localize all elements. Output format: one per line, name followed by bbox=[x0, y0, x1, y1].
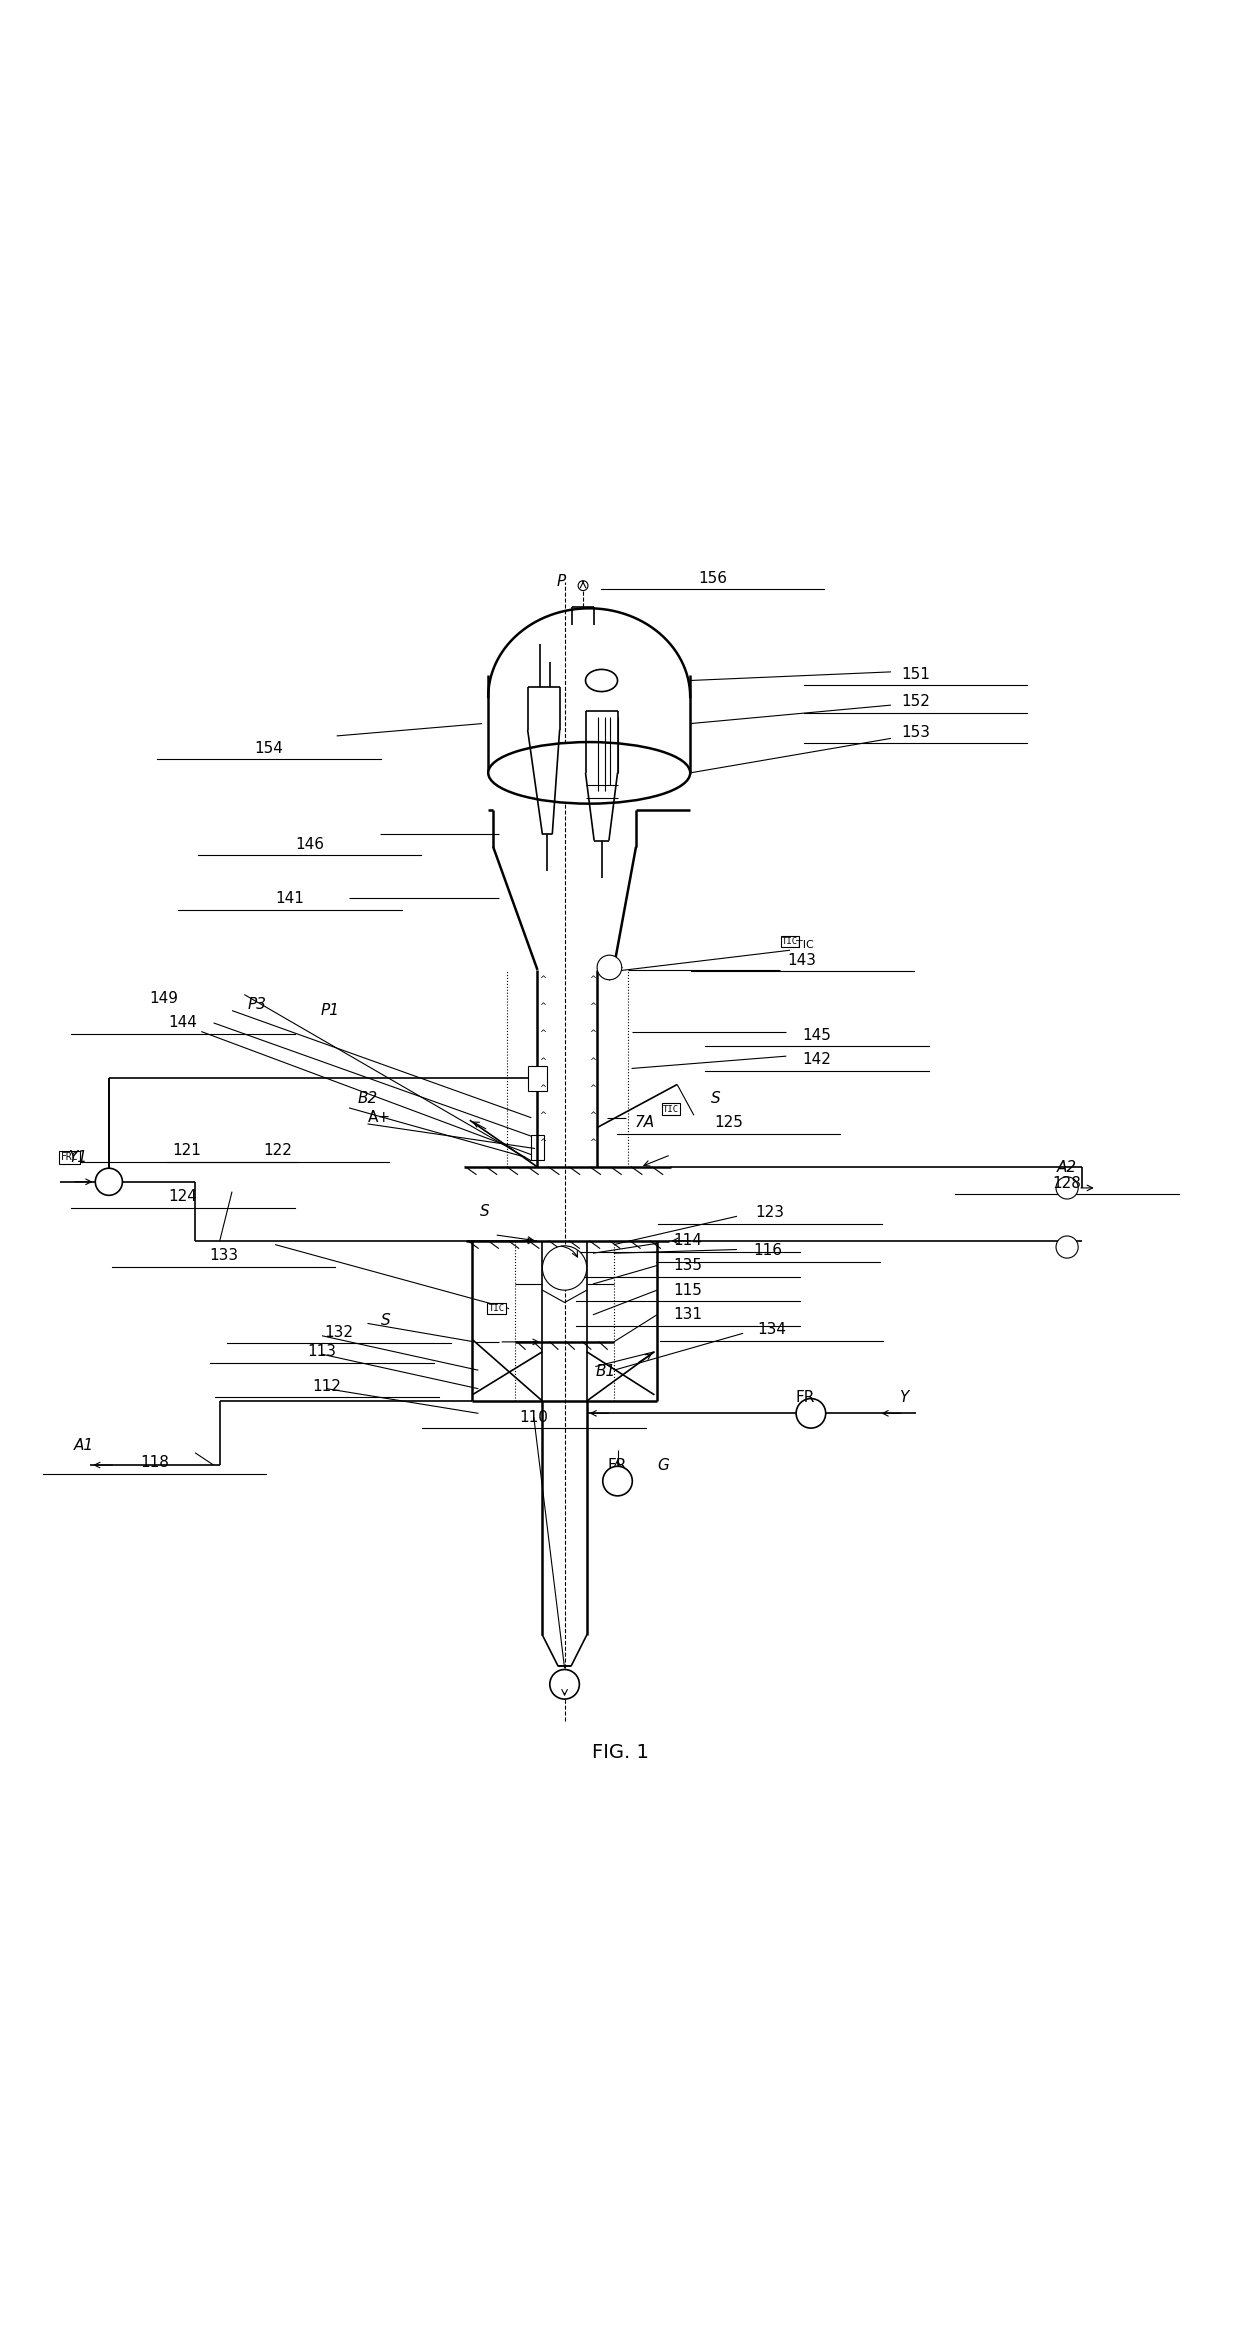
Circle shape bbox=[95, 1169, 123, 1195]
Text: A+: A+ bbox=[368, 1111, 392, 1125]
Text: 131: 131 bbox=[673, 1307, 702, 1323]
Text: ^: ^ bbox=[589, 1029, 595, 1039]
Text: G: G bbox=[657, 1456, 670, 1473]
Text: ^: ^ bbox=[539, 1001, 546, 1011]
Text: 114: 114 bbox=[673, 1232, 702, 1249]
Text: 123: 123 bbox=[755, 1204, 785, 1221]
Circle shape bbox=[578, 581, 588, 591]
Text: A1: A1 bbox=[74, 1438, 94, 1452]
Text: ^: ^ bbox=[539, 976, 546, 985]
Text: S: S bbox=[381, 1314, 391, 1328]
Text: 156: 156 bbox=[698, 572, 727, 586]
Circle shape bbox=[603, 1466, 632, 1496]
Text: ^: ^ bbox=[589, 1083, 595, 1092]
Text: 121: 121 bbox=[172, 1144, 201, 1158]
Text: ^: ^ bbox=[589, 976, 595, 985]
Text: TIC: TIC bbox=[489, 1305, 505, 1314]
Text: 142: 142 bbox=[802, 1053, 832, 1067]
Text: 143: 143 bbox=[787, 952, 817, 969]
Text: ^: ^ bbox=[539, 1111, 546, 1120]
Text: FR: FR bbox=[795, 1389, 815, 1405]
Text: 124: 124 bbox=[169, 1188, 197, 1204]
Text: 152: 152 bbox=[901, 693, 930, 710]
Text: 113: 113 bbox=[308, 1344, 336, 1358]
Text: P3: P3 bbox=[247, 997, 267, 1013]
Circle shape bbox=[796, 1398, 826, 1428]
Text: ^: ^ bbox=[539, 1029, 546, 1039]
Text: 133: 133 bbox=[208, 1249, 238, 1263]
Text: 116: 116 bbox=[753, 1244, 782, 1258]
Text: 112: 112 bbox=[312, 1379, 341, 1393]
Text: 145: 145 bbox=[802, 1027, 832, 1043]
Text: ^: ^ bbox=[539, 1083, 546, 1092]
Text: 146: 146 bbox=[295, 838, 324, 852]
Text: 153: 153 bbox=[901, 726, 930, 740]
Text: 154: 154 bbox=[254, 740, 284, 756]
Text: ^: ^ bbox=[539, 1057, 546, 1067]
Text: ^: ^ bbox=[539, 1139, 546, 1146]
Text: 141: 141 bbox=[275, 892, 304, 906]
Text: 110: 110 bbox=[520, 1410, 548, 1424]
Circle shape bbox=[598, 955, 621, 980]
Circle shape bbox=[549, 1669, 579, 1699]
Text: 122: 122 bbox=[263, 1144, 293, 1158]
Text: FIG. 1: FIG. 1 bbox=[591, 1743, 649, 1762]
Text: TIC: TIC bbox=[796, 941, 813, 950]
Text: P1: P1 bbox=[321, 1004, 340, 1018]
Circle shape bbox=[1056, 1176, 1079, 1200]
Text: TIC: TIC bbox=[782, 938, 799, 945]
Ellipse shape bbox=[489, 742, 691, 803]
Text: ^: ^ bbox=[589, 1057, 595, 1067]
Text: TIC: TIC bbox=[663, 1104, 680, 1113]
Text: 151: 151 bbox=[901, 668, 930, 682]
Text: B2: B2 bbox=[357, 1090, 378, 1106]
Text: FRC: FRC bbox=[61, 1153, 78, 1162]
Ellipse shape bbox=[585, 670, 618, 691]
Bar bbox=[531, 1134, 543, 1160]
Text: FR: FR bbox=[608, 1456, 627, 1473]
Text: 144: 144 bbox=[169, 1015, 197, 1029]
Text: 128: 128 bbox=[1053, 1176, 1081, 1190]
Text: A2: A2 bbox=[1056, 1160, 1078, 1174]
Text: 132: 132 bbox=[325, 1323, 353, 1340]
Text: S: S bbox=[712, 1090, 720, 1106]
Text: P: P bbox=[557, 574, 565, 591]
Bar bbox=[528, 1067, 547, 1090]
Text: 125: 125 bbox=[714, 1116, 743, 1130]
Text: S: S bbox=[480, 1204, 490, 1218]
Circle shape bbox=[1056, 1237, 1079, 1258]
Text: ^: ^ bbox=[589, 1001, 595, 1011]
Text: 7A: 7A bbox=[635, 1116, 655, 1130]
Circle shape bbox=[542, 1246, 587, 1291]
Text: 134: 134 bbox=[756, 1321, 786, 1337]
Text: 118: 118 bbox=[140, 1454, 169, 1470]
Text: 115: 115 bbox=[673, 1284, 702, 1298]
Text: ^: ^ bbox=[589, 1111, 595, 1120]
Text: 149: 149 bbox=[150, 990, 179, 1006]
Text: B1: B1 bbox=[595, 1363, 615, 1379]
Text: Y: Y bbox=[899, 1389, 908, 1405]
Text: 135: 135 bbox=[673, 1258, 702, 1272]
Text: Y1: Y1 bbox=[68, 1151, 88, 1165]
Text: ^: ^ bbox=[589, 1139, 595, 1146]
